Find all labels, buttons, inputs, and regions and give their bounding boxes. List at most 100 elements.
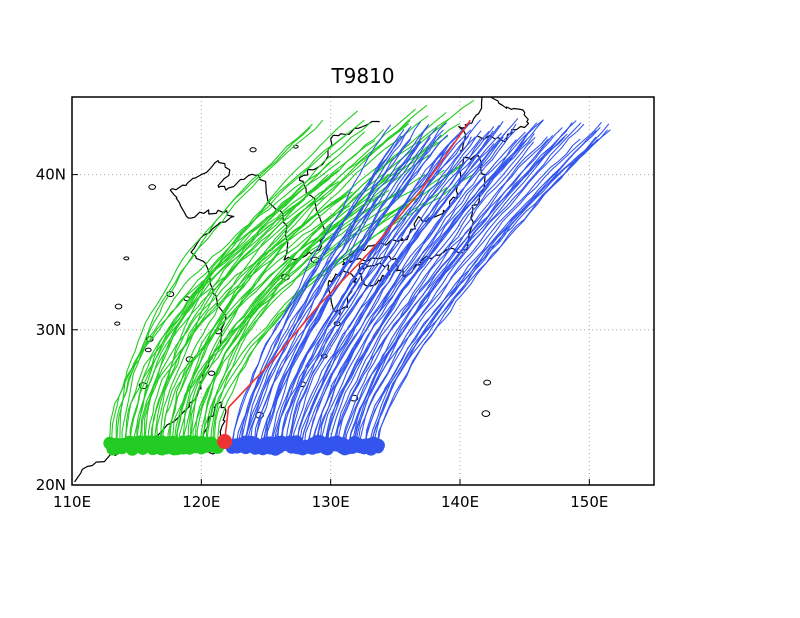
west-track [158, 122, 371, 450]
west-track [135, 169, 339, 444]
west-track [153, 131, 366, 444]
east-track [261, 125, 429, 449]
east-track [307, 130, 494, 447]
east-track [327, 122, 538, 447]
island [123, 256, 130, 261]
east-track [324, 133, 535, 443]
axis-ticks: 110E 120E 130E 140E 150E 20N 30N 40N [36, 166, 609, 511]
island [114, 303, 123, 310]
east-track [335, 140, 558, 442]
y-tick-label: 40N [36, 166, 66, 184]
east-track [287, 129, 472, 443]
y-tick-label: 30N [36, 321, 66, 339]
west-track [116, 127, 311, 446]
west-track [151, 110, 359, 448]
east-start-point [371, 438, 385, 452]
west-track [150, 191, 353, 442]
island [114, 321, 121, 326]
center-start-point [217, 434, 233, 450]
west-track [132, 180, 340, 451]
x-tick-label: 110E [53, 493, 91, 511]
west-track [141, 205, 351, 444]
east-track [319, 117, 519, 442]
east-track [273, 122, 471, 449]
east-track [357, 122, 582, 446]
east-track [298, 130, 490, 446]
east-track [276, 141, 455, 443]
west-track [124, 174, 329, 444]
west-track [121, 123, 313, 448]
west-track [206, 122, 461, 446]
east-track [280, 136, 476, 441]
island [483, 379, 492, 386]
west-track [168, 129, 385, 443]
west-track [142, 133, 348, 449]
east-track [347, 133, 568, 448]
east-track [245, 123, 430, 444]
island [144, 347, 152, 353]
west-track [129, 160, 341, 444]
west-track [160, 189, 390, 449]
west-track [187, 115, 429, 444]
center-track [223, 119, 471, 442]
x-tick-label: 120E [182, 493, 220, 511]
east-track [231, 124, 392, 448]
east-track [254, 137, 431, 450]
center-track-layer [217, 119, 471, 450]
east-track [368, 130, 597, 445]
east-track [289, 138, 481, 444]
east-track [242, 121, 422, 448]
east-track [350, 120, 577, 449]
x-tick-label: 140E [441, 493, 479, 511]
island [481, 410, 491, 417]
east-track [239, 129, 405, 447]
west-track [129, 178, 331, 444]
east-track [377, 127, 601, 445]
island [138, 382, 148, 390]
east-track [343, 135, 554, 451]
island [249, 147, 257, 153]
plot-frame [71, 96, 655, 486]
west-track [178, 187, 406, 449]
west-track [212, 99, 475, 448]
west-tracks [103, 99, 475, 456]
chart-title: T9810 [330, 64, 394, 88]
east-track [295, 133, 506, 448]
plot-area [74, 97, 611, 483]
east-track [249, 128, 410, 442]
coastline [476, 97, 530, 143]
east-track [284, 119, 482, 445]
west-track [125, 196, 325, 445]
west-track [176, 123, 409, 450]
east-track [335, 141, 535, 445]
east-track [364, 121, 603, 448]
west-track [144, 119, 365, 442]
coastline [74, 160, 259, 483]
west-track [181, 108, 416, 443]
coastline [341, 154, 486, 278]
y-tick-label: 20N [36, 476, 66, 494]
x-tick-label: 130E [312, 493, 350, 511]
west-track [188, 104, 428, 449]
east-tracks [224, 117, 611, 456]
east-track [341, 136, 548, 444]
east-track [240, 125, 412, 444]
east-track [291, 136, 472, 449]
island [148, 184, 157, 190]
west-track [147, 191, 350, 446]
east-track [270, 122, 447, 444]
x-tick-label: 150E [570, 493, 608, 511]
west-track [216, 163, 465, 449]
east-track [316, 123, 517, 447]
east-track [342, 138, 549, 447]
east-track [353, 138, 581, 442]
east-track [354, 127, 563, 445]
east-track [333, 119, 544, 443]
east-track [376, 138, 599, 448]
island [208, 370, 216, 376]
east-track [231, 135, 402, 446]
east-track [372, 123, 610, 444]
east-track [357, 123, 585, 447]
